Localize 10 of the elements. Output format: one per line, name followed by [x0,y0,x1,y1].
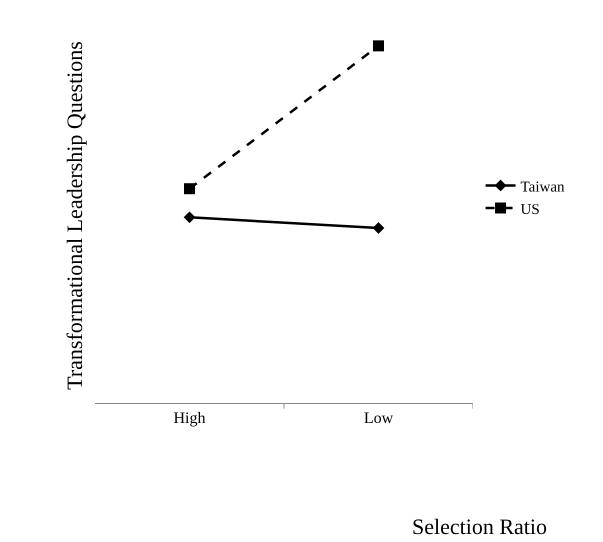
x-tick-label: Low [364,410,394,428]
point [373,40,384,52]
y-axis-title: Transformational Leadership Questions [62,41,87,390]
point [184,211,196,224]
x-tick-label: High [174,410,206,428]
legend-label: Taiwan [520,179,565,196]
point [184,183,195,194]
legend-label: US [520,202,540,218]
point [372,222,384,234]
x-axis-title: Selection Ratio [412,514,548,539]
